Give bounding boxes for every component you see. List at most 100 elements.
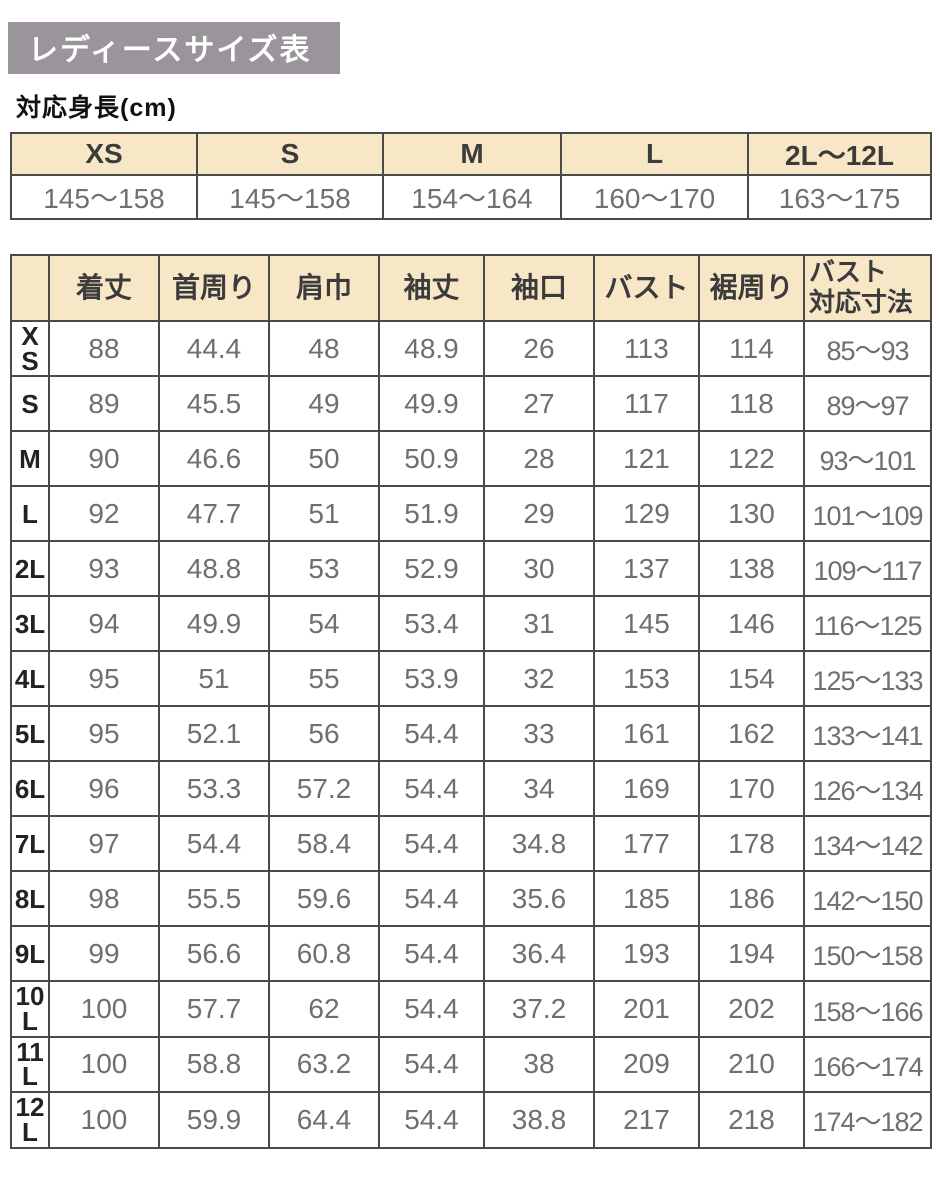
size-row-label: S (10, 375, 50, 433)
measurement-cell: 150〜158 (803, 925, 932, 983)
measurement-cell: 31 (483, 595, 595, 653)
table-row: 2L 93 48.8 53 52.9 30 137 138 109〜117 (10, 540, 932, 598)
table-row: 9L 99 56.6 60.8 54.4 36.4 193 194 150〜158 (10, 925, 932, 983)
measurement-cell: 54 (268, 595, 380, 653)
measurement-cell: 48.8 (158, 540, 270, 598)
measurement-cell: 134〜142 (803, 815, 932, 873)
measurement-cell: 49.9 (378, 375, 485, 433)
measurement-cell: 122 (698, 430, 805, 488)
measurement-cell: 57.7 (158, 980, 270, 1038)
measurement-cell: 56 (268, 705, 380, 763)
measurement-cell: 54.4 (378, 925, 485, 983)
measurement-cell: 162 (698, 705, 805, 763)
height-value-cell: 154〜164 (382, 174, 562, 220)
measurement-cell: 133〜141 (803, 705, 932, 763)
table-row: 6L 96 53.3 57.2 54.4 34 169 170 126〜134 (10, 760, 932, 818)
measurement-cell: 121 (593, 430, 700, 488)
height-column-header: S (196, 132, 384, 176)
measurement-cell: 201 (593, 980, 700, 1038)
measurement-cell: 217 (593, 1091, 700, 1149)
measurement-cell: 194 (698, 925, 805, 983)
measurement-cell: 92 (48, 485, 160, 543)
measurement-cell: 55.5 (158, 870, 270, 928)
measurement-cell: 126〜134 (803, 760, 932, 818)
size-column-header: 袖丈 (378, 254, 485, 322)
measurement-cell: 210 (698, 1035, 805, 1094)
measurement-cell: 170 (698, 760, 805, 818)
measurement-cell: 89 (48, 375, 160, 433)
measurement-cell: 30 (483, 540, 595, 598)
measurement-cell: 146 (698, 595, 805, 653)
measurement-cell: 209 (593, 1035, 700, 1094)
measurement-cell: 161 (593, 705, 700, 763)
measurement-cell: 27 (483, 375, 595, 433)
measurement-cell: 48 (268, 319, 380, 378)
size-row-label: 10L (10, 980, 50, 1038)
measurement-cell: 50 (268, 430, 380, 488)
size-column-header: バスト 対応寸法 (803, 254, 932, 322)
measurement-cell: 88 (48, 319, 160, 378)
table-row: 7L 97 54.4 58.4 54.4 34.8 177 178 134〜142 (10, 815, 932, 873)
size-column-header: 肩巾 (268, 254, 380, 322)
measurement-cell: 89〜97 (803, 375, 932, 433)
measurement-cell: 100 (48, 1035, 160, 1094)
measurement-cell: 36.4 (483, 925, 595, 983)
size-row-label: 11L (10, 1035, 50, 1094)
measurement-cell: 158〜166 (803, 980, 932, 1038)
measurement-cell: 48.9 (378, 319, 485, 378)
measurement-cell: 130 (698, 485, 805, 543)
measurement-cell: 97 (48, 815, 160, 873)
measurement-cell: 45.5 (158, 375, 270, 433)
measurement-cell: 116〜125 (803, 595, 932, 653)
size-table-body: XS 88 44.4 48 48.9 26 113 114 85〜93 S 89 45.5 49 49.9… (10, 319, 932, 1149)
measurement-cell: 44.4 (158, 319, 270, 378)
measurement-cell: 94 (48, 595, 160, 653)
measurement-cell: 129 (593, 485, 700, 543)
size-row-label: 12L (10, 1091, 50, 1149)
measurement-cell: 54.4 (378, 815, 485, 873)
measurement-cell: 32 (483, 650, 595, 708)
measurement-cell: 54.4 (378, 1035, 485, 1094)
measurement-cell: 53.9 (378, 650, 485, 708)
measurement-cell: 53 (268, 540, 380, 598)
measurement-cell: 56.6 (158, 925, 270, 983)
measurement-cell: 96 (48, 760, 160, 818)
height-column-header: L (560, 132, 749, 176)
measurement-cell: 218 (698, 1091, 805, 1149)
measurement-cell: 51.9 (378, 485, 485, 543)
size-row-label: 5L (10, 705, 50, 763)
measurement-cell: 54.4 (378, 980, 485, 1038)
size-row-label: 7L (10, 815, 50, 873)
measurement-cell: 54.4 (378, 870, 485, 928)
measurement-cell: 59.9 (158, 1091, 270, 1149)
measurement-cell: 62 (268, 980, 380, 1038)
size-row-label: 3L (10, 595, 50, 653)
measurement-cell: 51 (268, 485, 380, 543)
size-row-label: 9L (10, 925, 50, 983)
measurement-cell: 47.7 (158, 485, 270, 543)
size-row-label: M (10, 430, 50, 488)
size-row-label: 6L (10, 760, 50, 818)
measurement-cell: 38 (483, 1035, 595, 1094)
measurement-cell: 166〜174 (803, 1035, 932, 1094)
measurement-cell: 169 (593, 760, 700, 818)
measurement-cell: 60.8 (268, 925, 380, 983)
measurement-cell: 33 (483, 705, 595, 763)
size-column-header: 着丈 (48, 254, 160, 322)
size-row-label: XS (10, 319, 50, 378)
height-column-header: XS (10, 132, 198, 176)
measurement-cell: 85〜93 (803, 319, 932, 378)
size-column-header: 袖口 (483, 254, 595, 322)
size-column-header: 裾周り (698, 254, 805, 322)
height-column-header: 2L〜12L (747, 132, 932, 176)
measurement-cell: 185 (593, 870, 700, 928)
measurement-cell: 145 (593, 595, 700, 653)
measurement-cell: 58.8 (158, 1035, 270, 1094)
measurement-cell: 53.3 (158, 760, 270, 818)
measurement-cell: 46.6 (158, 430, 270, 488)
measurement-cell: 58.4 (268, 815, 380, 873)
measurement-cell: 64.4 (268, 1091, 380, 1149)
measurement-cell: 49.9 (158, 595, 270, 653)
measurement-cell: 118 (698, 375, 805, 433)
height-value-cell: 163〜175 (747, 174, 932, 220)
